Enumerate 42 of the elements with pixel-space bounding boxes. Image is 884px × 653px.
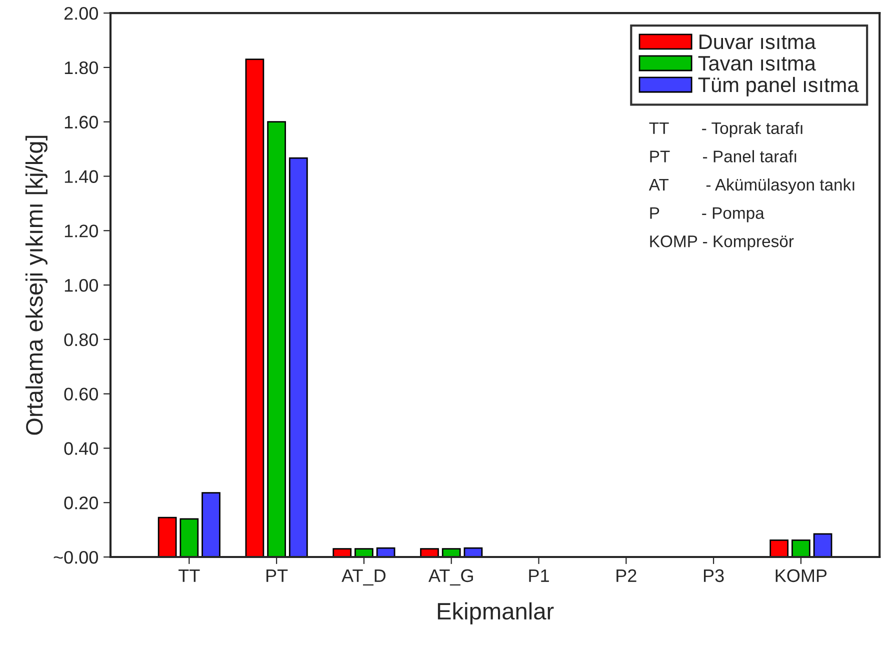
y-tick-label: 0.60 xyxy=(64,388,98,401)
bar xyxy=(202,492,220,558)
x-tick-label: P2 xyxy=(616,569,636,582)
annotation: KOMP - Kompresör xyxy=(650,235,794,251)
y-tick-label: 1.60 xyxy=(64,116,98,129)
legend-label: Tavan ısıtma xyxy=(698,56,816,71)
y-tick-label: 2.00 xyxy=(64,6,98,20)
bar xyxy=(245,58,264,558)
x-axis-title: Ekipmanlar xyxy=(438,602,554,624)
y-axis-title: Ortalama ekseji yıkımı [kj/kg] xyxy=(25,136,48,435)
legend-label: Duvar ısıtma xyxy=(700,34,816,50)
bar xyxy=(813,533,832,558)
bar xyxy=(442,548,461,558)
y-tick-label: ~0.00 xyxy=(54,550,98,564)
bar xyxy=(354,548,374,558)
bar xyxy=(267,121,286,558)
annotation: TT - Toprak tarafı xyxy=(649,122,802,138)
x-tick-label: P3 xyxy=(704,569,724,582)
annotation: P - Pompa xyxy=(650,207,764,222)
bar xyxy=(420,548,439,558)
bar xyxy=(158,516,177,558)
x-tick-label: AT_D xyxy=(342,569,386,586)
y-tick-label: 0.80 xyxy=(64,333,98,346)
x-tick-label: AT_G xyxy=(428,569,473,586)
bar xyxy=(770,539,789,558)
annotation: PT - Panel tarafı xyxy=(650,150,796,162)
y-tick-label: 1.00 xyxy=(64,278,98,292)
x-tick-label: TT xyxy=(178,569,200,582)
bar xyxy=(180,518,199,558)
bar xyxy=(332,548,352,558)
y-tick-label: 1.80 xyxy=(64,61,98,74)
bar xyxy=(288,157,308,558)
x-tick-label: KOMP xyxy=(776,569,827,582)
annotation: AT - Akümülasyon tankı xyxy=(648,178,854,194)
bar xyxy=(791,539,810,558)
y-tick-label: 1.40 xyxy=(64,170,98,183)
y-tick-label: 1.20 xyxy=(64,224,98,238)
y-tick-label: 0.20 xyxy=(64,496,98,510)
x-tick-label: P1 xyxy=(529,569,549,582)
legend-label: Tüm panel ısıtma xyxy=(698,76,859,96)
y-tick-label: 0.40 xyxy=(64,442,98,455)
x-tick-label: PT xyxy=(266,569,288,582)
